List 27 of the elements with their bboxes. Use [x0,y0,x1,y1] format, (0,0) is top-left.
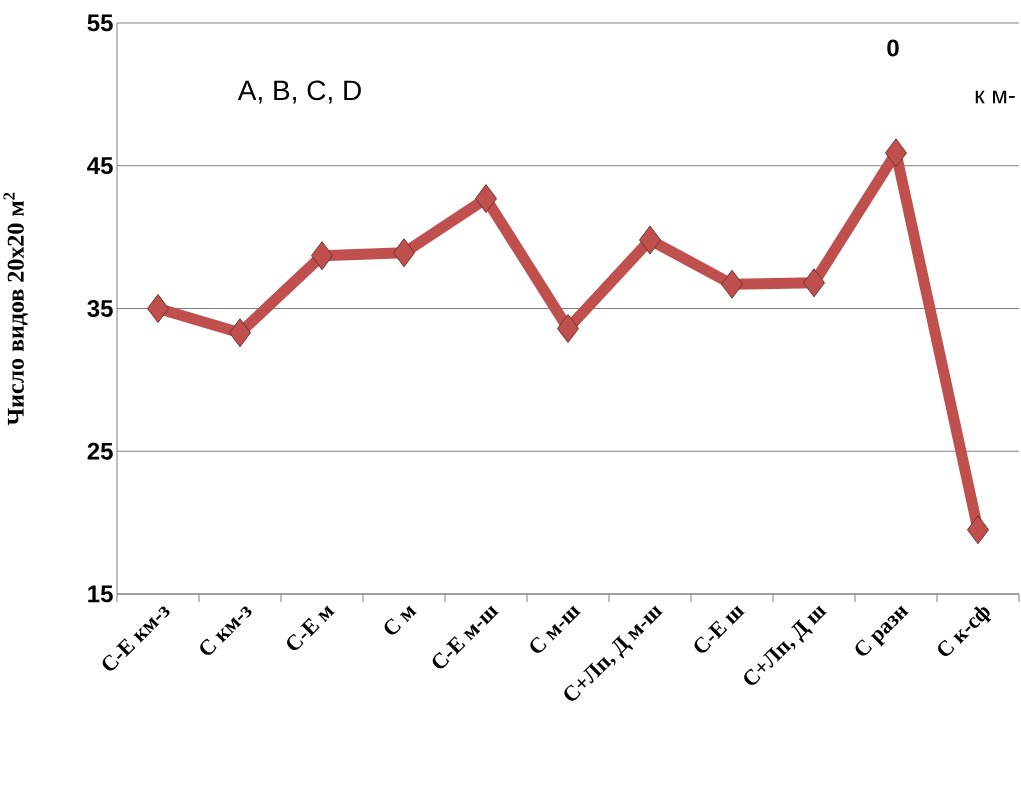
point [475,184,497,214]
annotation: к м- [975,90,1015,104]
y-tick-label: 25 [87,442,113,460]
point [147,293,170,323]
y-tick-label: 55 [87,14,113,32]
point [393,238,416,268]
x-tick-label: С м-ш [530,605,581,653]
x-tick-label: С-Е м-ш [432,605,499,669]
x-tick-label: С м [384,605,417,635]
x-tick-label: С-Е м [287,605,335,650]
x-tick-label: С-Е ш [694,605,745,653]
y-axis-title: Число видов 20х20 м$^{2}$ [3,192,28,426]
point [803,268,825,298]
x-tick-label: С км-з [200,606,252,655]
y-tick-label: 15 [88,585,113,603]
point [885,138,907,168]
annotation: 0 [887,39,899,57]
point [557,313,579,343]
point [721,269,743,299]
point [311,241,334,271]
point [639,225,661,255]
y-tick-label: 45 [87,157,113,175]
point [967,515,989,545]
annotation: A, B, C, D [237,80,361,104]
x-tick-label: С-Е км-з [102,606,170,671]
y-tick-label: 35 [87,299,113,317]
point [229,318,252,348]
